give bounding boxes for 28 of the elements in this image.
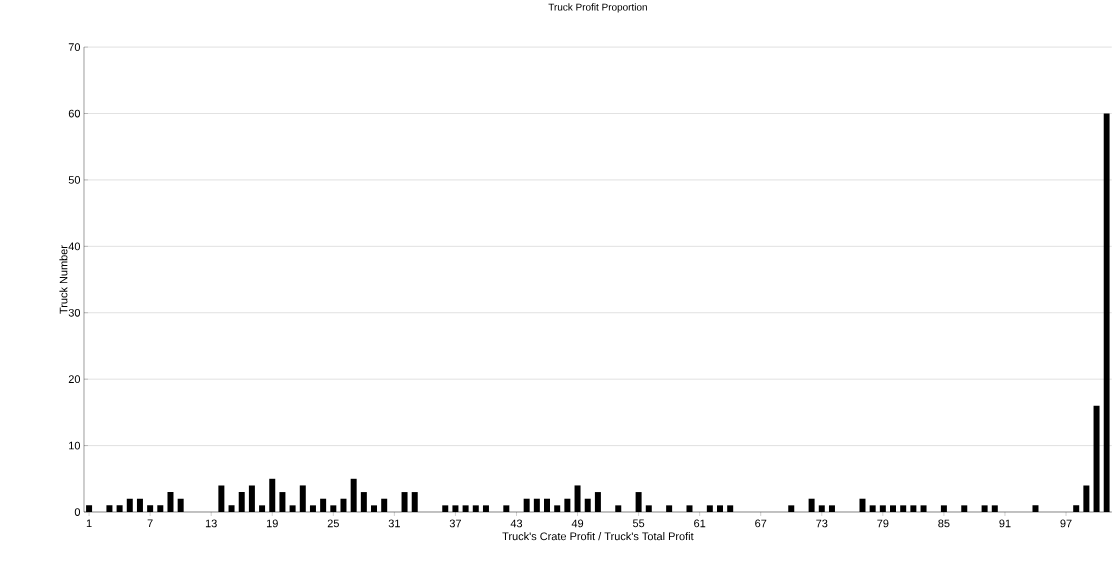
- x-tick-label: 49: [571, 519, 584, 528]
- y-tick-label: 40: [68, 242, 81, 251]
- x-tick-label: 61: [694, 519, 706, 528]
- x-tick-label: 7: [147, 519, 153, 528]
- chart-title: Truck Profit Proportion: [548, 3, 647, 13]
- x-tick-label: 73: [816, 519, 828, 528]
- y-axis-title: Truck Number: [59, 245, 68, 314]
- x-tick-label: 19: [266, 519, 278, 528]
- y-tick-label: 50: [68, 176, 81, 184]
- x-tick-label: 37: [449, 519, 461, 528]
- y-tick-label: 0: [74, 508, 81, 516]
- x-tick-label: 1: [86, 519, 92, 528]
- x-tick-label: 43: [510, 519, 523, 528]
- x-tick-label: 97: [1060, 519, 1072, 528]
- y-tick-label: 20: [68, 375, 81, 384]
- x-tick-label: 91: [999, 519, 1011, 528]
- x-tick-label: 25: [327, 519, 339, 528]
- y-tick-label: 10: [69, 441, 81, 450]
- x-tick-label: 85: [938, 519, 950, 528]
- x-tick-label: 13: [205, 519, 217, 528]
- x-axis-title: Truck's Crate Profit / Truck's Total Profit: [502, 532, 694, 541]
- x-tick-label: 31: [388, 519, 400, 528]
- x-tick-label: 79: [877, 519, 889, 528]
- x-tick-label: 55: [632, 519, 645, 528]
- y-tick-label: 70: [68, 43, 81, 51]
- y-tick-label: 30: [68, 308, 81, 317]
- x-tick-label: 67: [755, 519, 767, 528]
- y-tick-label: 60: [68, 109, 81, 118]
